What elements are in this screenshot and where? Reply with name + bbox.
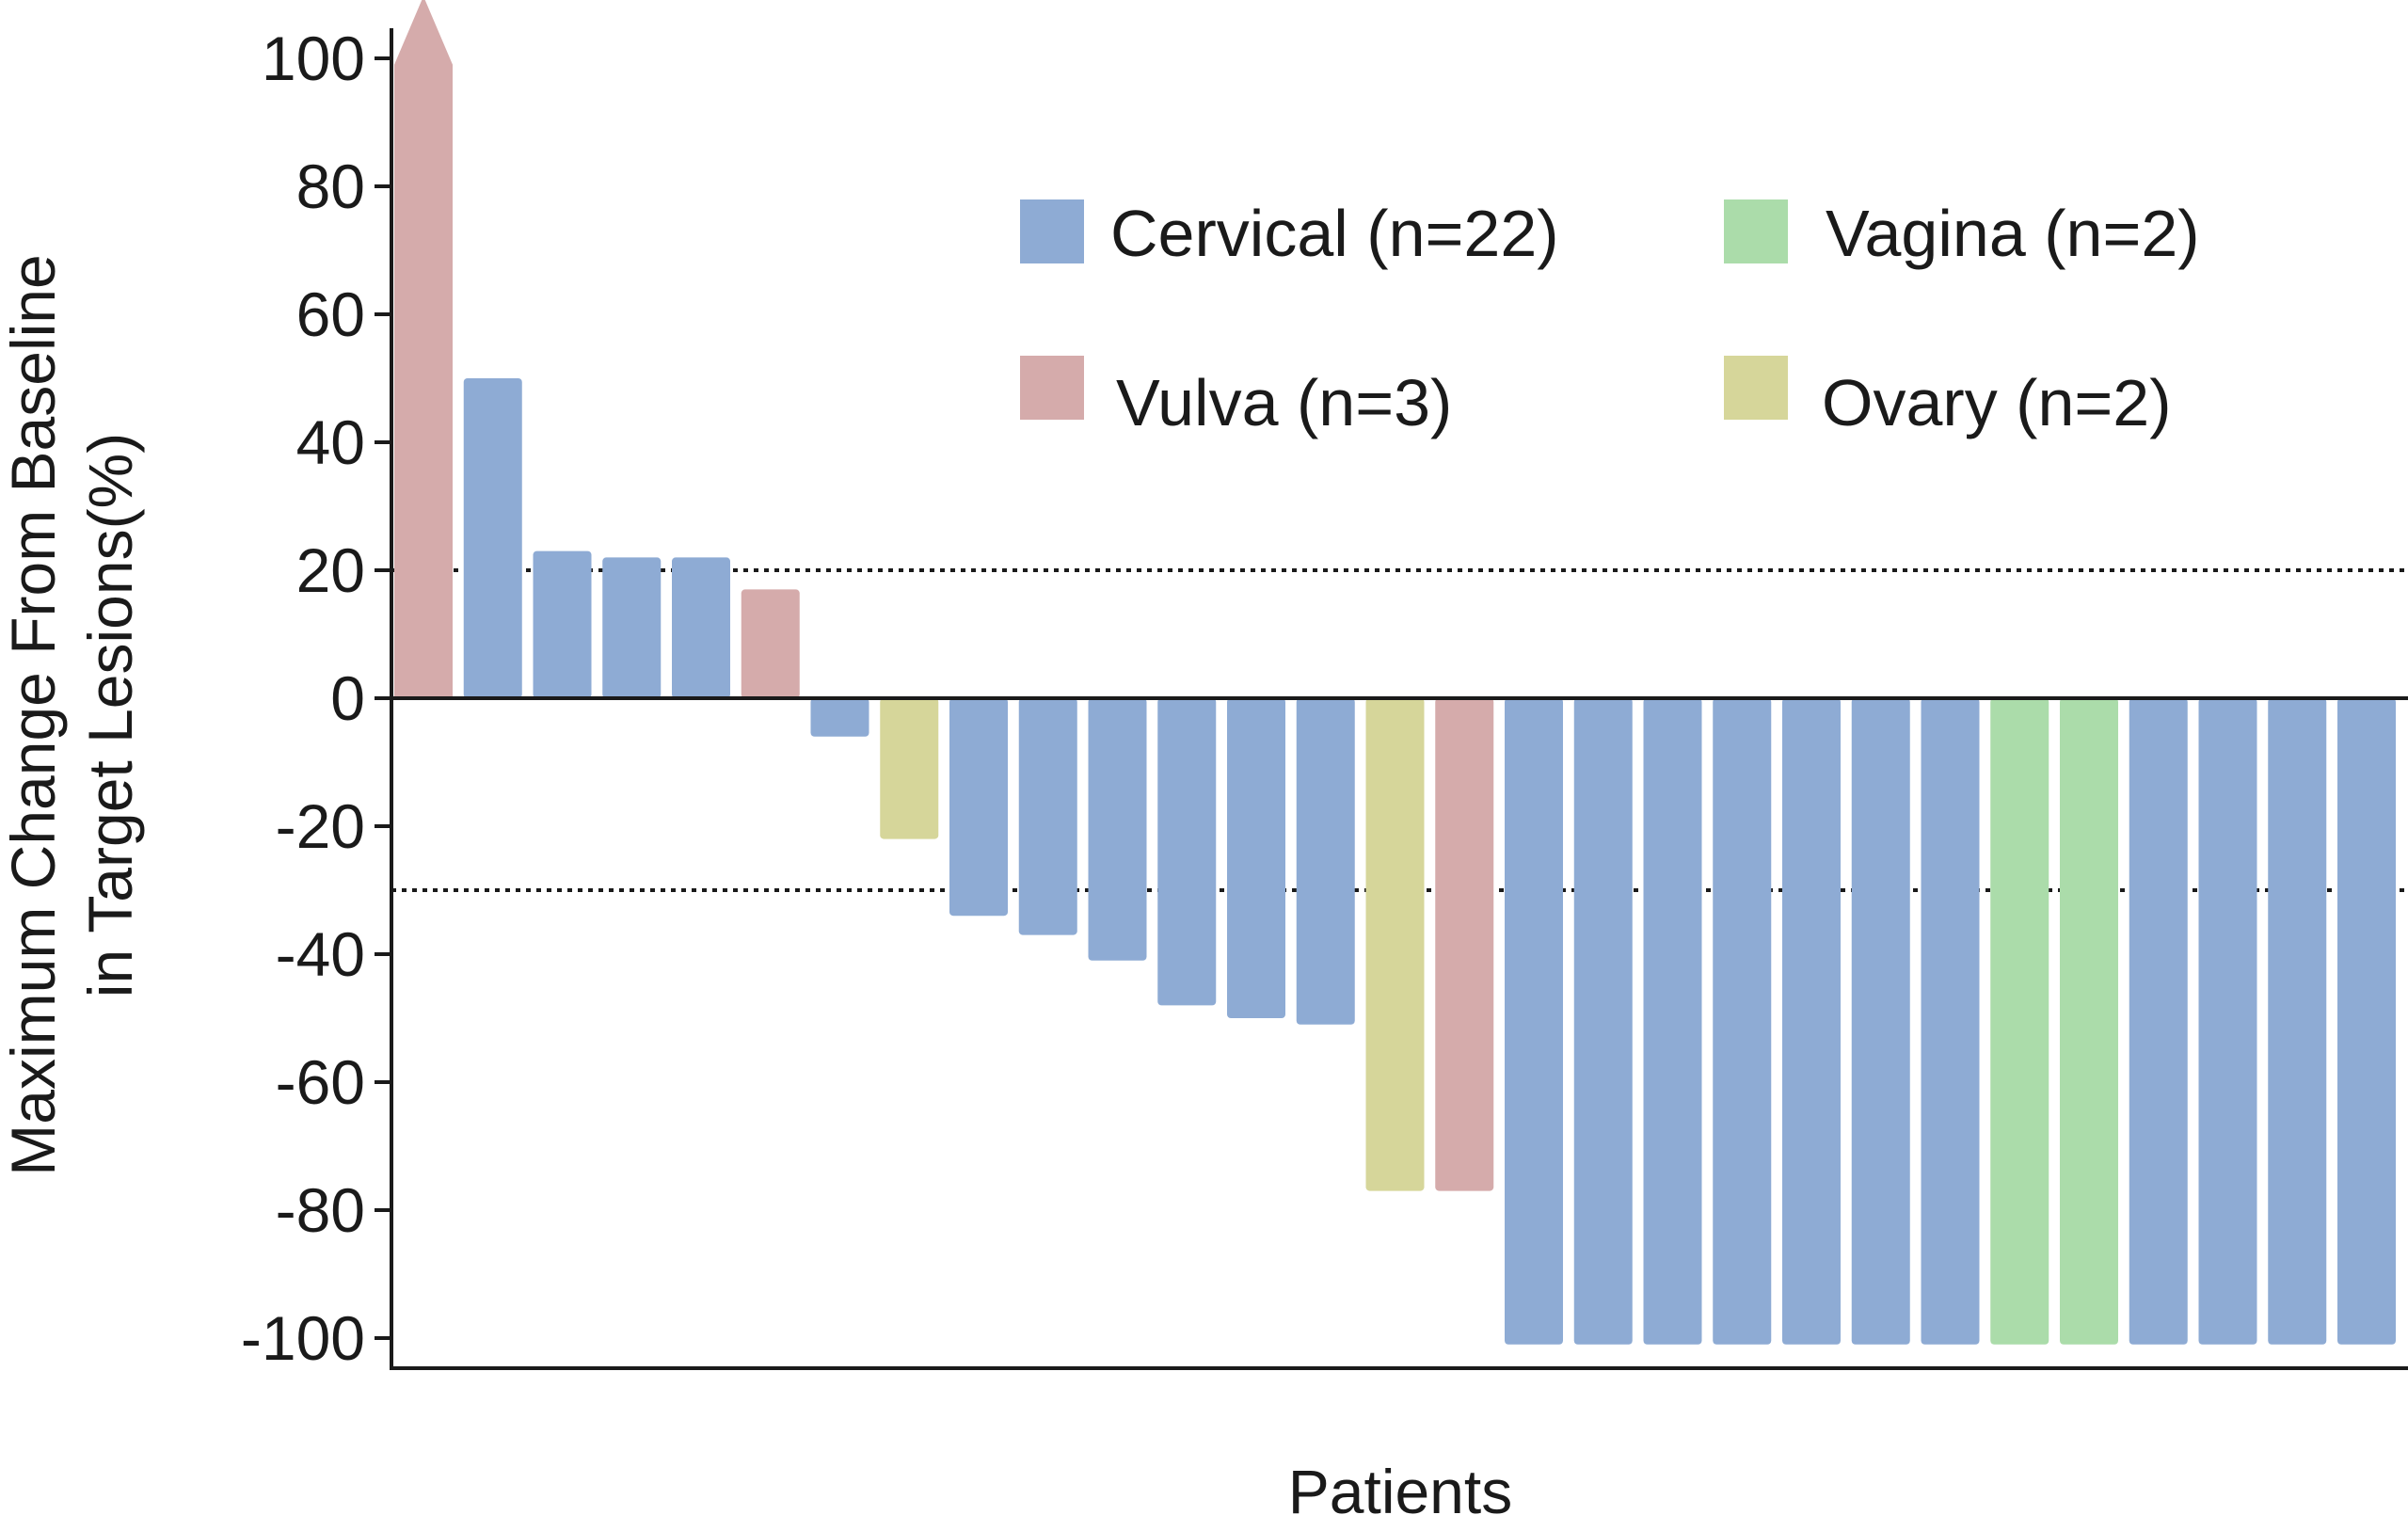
bar-cervical	[1713, 698, 1772, 1345]
y-tick-label: 40	[296, 407, 365, 477]
bar-cervical	[1782, 698, 1841, 1345]
y-tick-label: -100	[241, 1303, 365, 1373]
bar-cervical	[533, 550, 592, 698]
bar-cervical	[949, 698, 1008, 917]
y-axis-title: Maximum Change From Baseline in Target L…	[0, 254, 145, 1175]
legend-label-vulva: Vulva (n=3)	[1116, 366, 1452, 439]
bar-cervical	[2129, 698, 2188, 1345]
bar-ovary	[1365, 698, 1425, 1191]
legend-swatch-ovary	[1724, 356, 1788, 420]
legend-swatch-vulva	[1020, 356, 1084, 420]
bar-cervical	[602, 557, 662, 698]
bar-vagina	[1990, 698, 2049, 1345]
bar-cervical	[1227, 698, 1285, 1018]
bar-vulva	[1435, 698, 1494, 1191]
legend-swatch-vagina	[1724, 199, 1788, 263]
legend-swatch-cervical	[1020, 199, 1084, 263]
bar-cervical	[1573, 698, 1633, 1345]
bar-cervical	[672, 557, 730, 698]
bar-cervical	[2337, 698, 2396, 1345]
legend-label-vagina: Vagina (n=2)	[1826, 197, 2200, 270]
bar-cervical	[1643, 698, 1702, 1345]
bar-ovary	[880, 698, 939, 839]
y-axis-ticks: 100 80 60 40 20 0 -20 -40 -60 -80 -100	[241, 24, 391, 1373]
legend: Cervical (n=22) Vagina (n=2) Vulva (n=3)…	[1020, 197, 2200, 439]
y-axis-title-line-1: Maximum Change From Baseline	[0, 254, 68, 1175]
bars	[394, 0, 2396, 1345]
bar-cervical	[1157, 698, 1217, 1006]
y-tick-label: -80	[276, 1175, 365, 1245]
y-tick-label: 20	[296, 535, 365, 605]
legend-label-ovary: Ovary (n=2)	[1822, 366, 2172, 439]
y-tick-label: 60	[296, 279, 365, 349]
bar-cervical	[1851, 698, 1910, 1345]
bar-vulva	[741, 589, 800, 698]
y-axis-title-line-2: in Target Lesions(%)	[75, 433, 145, 997]
bar-cervical	[1505, 698, 1563, 1345]
bar-cervical	[463, 378, 522, 698]
bar-cervical	[1088, 698, 1147, 961]
y-tick-label: -40	[276, 919, 365, 989]
bar-vagina	[2060, 698, 2118, 1345]
bar-cervical	[2268, 698, 2327, 1345]
bar-cervical	[1018, 698, 1077, 935]
y-tick-label: 100	[262, 24, 365, 93]
bar-cervical	[2198, 698, 2257, 1345]
x-axis-title: Patients	[1288, 1457, 1512, 1526]
bar-cervical	[1296, 698, 1355, 1025]
legend-label-cervical: Cervical (n=22)	[1110, 197, 1559, 270]
bar-cervical	[1921, 698, 1980, 1345]
y-tick-label: -60	[276, 1047, 365, 1117]
bar-cervical	[810, 698, 869, 737]
y-tick-label: 80	[296, 152, 365, 221]
y-tick-label: -20	[276, 791, 365, 861]
bar-vulva	[394, 0, 453, 698]
y-tick-label: 0	[330, 663, 365, 733]
